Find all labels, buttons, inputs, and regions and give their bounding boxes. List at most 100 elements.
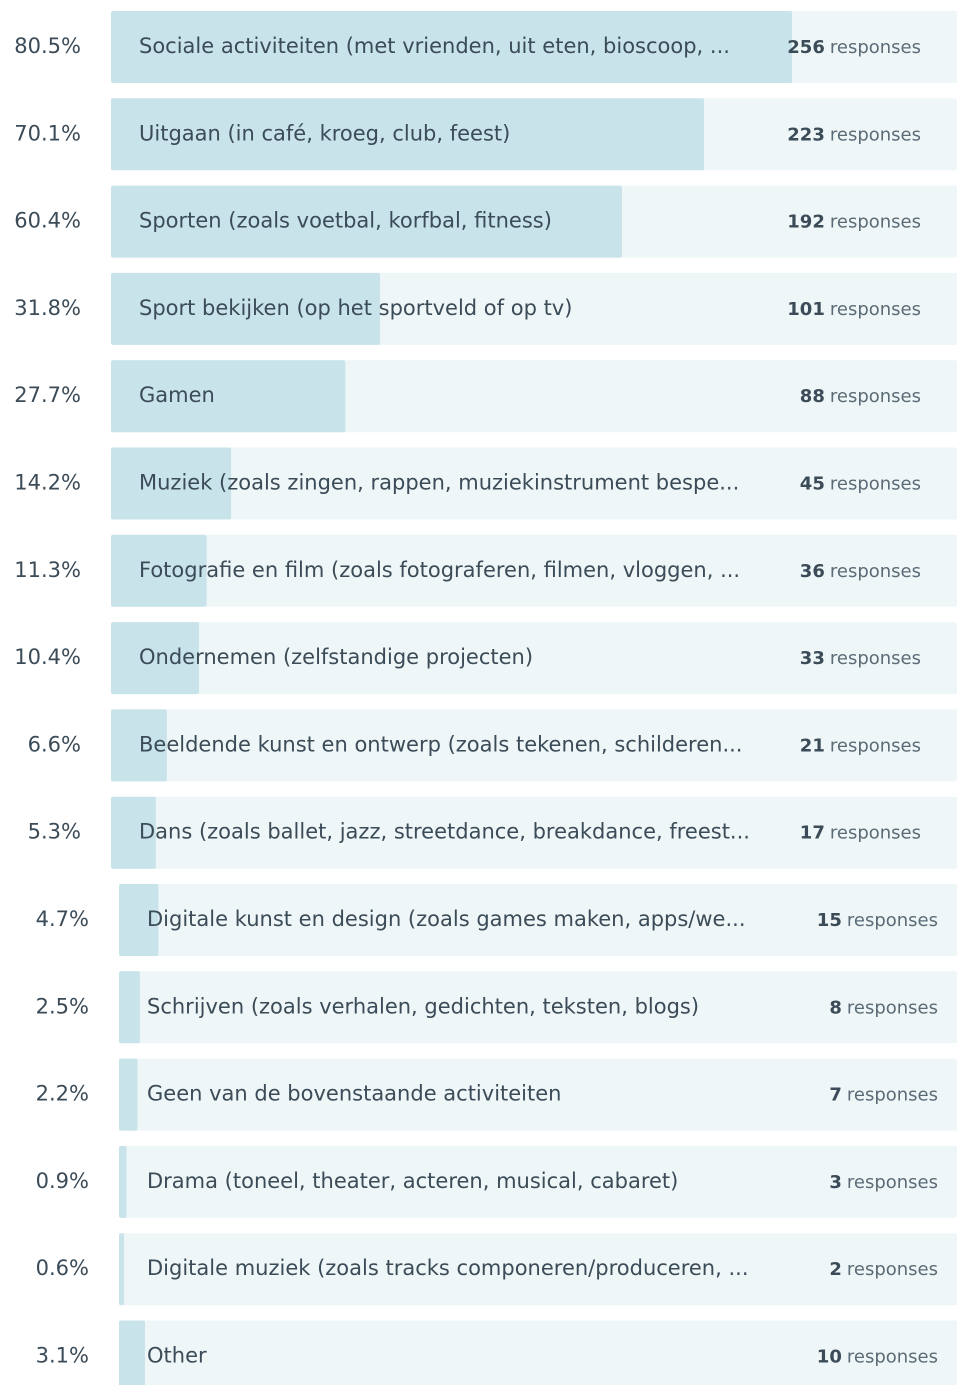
bar	[111, 534, 207, 607]
bar-track	[119, 1145, 957, 1218]
bar	[111, 272, 381, 345]
count-unit: responses	[847, 910, 938, 931]
count-unit: responses	[847, 1259, 938, 1280]
bar	[111, 796, 156, 869]
percent-label: 70.1%	[14, 121, 81, 145]
count-number: 10	[817, 1347, 842, 1368]
response-count: 17 responses	[800, 823, 921, 844]
bar	[119, 1320, 145, 1385]
response-count: 3 responses	[829, 1172, 938, 1193]
count-number: 45	[800, 474, 825, 495]
bar	[111, 360, 346, 433]
percent-label: 31.8%	[14, 296, 81, 320]
percent-label: 14.2%	[14, 471, 81, 495]
bar	[111, 98, 705, 171]
bar	[119, 1233, 125, 1306]
percent-label: 60.4%	[14, 209, 81, 233]
category-label: Ondernemen (zelfstandige projecten)	[139, 645, 533, 669]
category-label: Digitale kunst en design (zoals games ma…	[147, 907, 746, 931]
count-number: 192	[787, 212, 825, 233]
count-number: 7	[829, 1085, 842, 1106]
category-label: Sociale activiteiten (met vrienden, uit …	[139, 34, 730, 58]
count-unit: responses	[830, 561, 921, 582]
category-label: Schrijven (zoals verhalen, gedichten, te…	[147, 994, 699, 1018]
bar-track	[111, 709, 957, 782]
count-unit: responses	[830, 37, 921, 58]
bar-track	[119, 1233, 957, 1306]
percent-label: 11.3%	[14, 558, 81, 582]
bar-track	[111, 796, 957, 869]
category-label: Sport bekijken (op het sportveld of op t…	[139, 296, 572, 320]
response-count: 10 responses	[817, 1347, 938, 1368]
response-count: 21 responses	[800, 735, 921, 756]
category-label: Geen van de bovenstaande activiteiten	[147, 1082, 561, 1106]
bar	[119, 1145, 127, 1218]
percent-label: 80.5%	[14, 34, 81, 58]
count-unit: responses	[830, 648, 921, 669]
count-unit: responses	[830, 212, 921, 233]
percent-label: 5.3%	[28, 820, 81, 844]
percent-label: 27.7%	[14, 383, 81, 407]
response-count: 7 responses	[829, 1085, 938, 1106]
percent-label: 6.6%	[28, 732, 81, 756]
count-number: 2	[829, 1259, 842, 1280]
count-unit: responses	[847, 1085, 938, 1106]
response-count: 8 responses	[829, 997, 938, 1018]
bar	[119, 1058, 138, 1131]
bar	[111, 709, 167, 782]
category-label: Muziek (zoals zingen, rappen, muziekinst…	[139, 471, 739, 495]
count-unit: responses	[830, 299, 921, 320]
response-count: 192 responses	[787, 212, 921, 233]
percent-label: 0.9%	[36, 1169, 89, 1193]
response-count: 223 responses	[787, 124, 921, 145]
bar-track	[111, 447, 957, 520]
bar	[111, 447, 232, 520]
bar-track	[119, 1058, 957, 1131]
percent-label: 0.6%	[36, 1256, 89, 1280]
bar-track	[119, 971, 957, 1044]
category-label: Sporten (zoals voetbal, korfbal, fitness…	[139, 209, 552, 233]
count-number: 17	[800, 823, 825, 844]
count-unit: responses	[830, 823, 921, 844]
bar-track	[119, 884, 957, 956]
count-unit: responses	[847, 997, 938, 1018]
count-number: 36	[800, 561, 825, 582]
response-count: 36 responses	[800, 561, 921, 582]
category-label: Dans (zoals ballet, jazz, streetdance, b…	[139, 820, 750, 844]
bar-track	[111, 622, 957, 695]
count-number: 21	[800, 735, 825, 756]
count-number: 15	[817, 910, 842, 931]
bar-track	[119, 1320, 957, 1385]
count-number: 88	[800, 386, 825, 407]
bar	[111, 622, 199, 695]
bar	[111, 185, 622, 258]
count-unit: responses	[847, 1347, 938, 1368]
bar	[119, 884, 159, 956]
percent-label: 2.5%	[36, 994, 89, 1018]
count-unit: responses	[830, 474, 921, 495]
percent-label: 10.4%	[14, 645, 81, 669]
count-number: 33	[800, 648, 825, 669]
category-label: Uitgaan (in café, kroeg, club, feest)	[139, 121, 510, 145]
bar	[119, 971, 140, 1044]
count-unit: responses	[830, 124, 921, 145]
category-label: Fotografie en film (zoals fotograferen, …	[139, 558, 740, 582]
category-label: Gamen	[139, 383, 215, 407]
count-number: 101	[787, 299, 825, 320]
category-label: Drama (toneel, theater, acteren, musical…	[147, 1169, 678, 1193]
count-number: 3	[829, 1172, 842, 1193]
bar-track	[111, 534, 957, 607]
percent-label: 2.2%	[36, 1082, 89, 1106]
count-unit: responses	[847, 1172, 938, 1193]
percent-label: 3.1%	[36, 1344, 89, 1368]
count-number: 8	[829, 997, 842, 1018]
count-unit: responses	[830, 735, 921, 756]
category-label: Beeldende kunst en ontwerp (zoals tekene…	[139, 732, 742, 756]
count-unit: responses	[830, 386, 921, 407]
response-count: 88 responses	[800, 386, 921, 407]
response-count: 33 responses	[800, 648, 921, 669]
bar	[111, 11, 793, 83]
response-count: 101 responses	[787, 299, 921, 320]
category-label: Digitale muziek (zoals tracks componeren…	[147, 1256, 749, 1280]
